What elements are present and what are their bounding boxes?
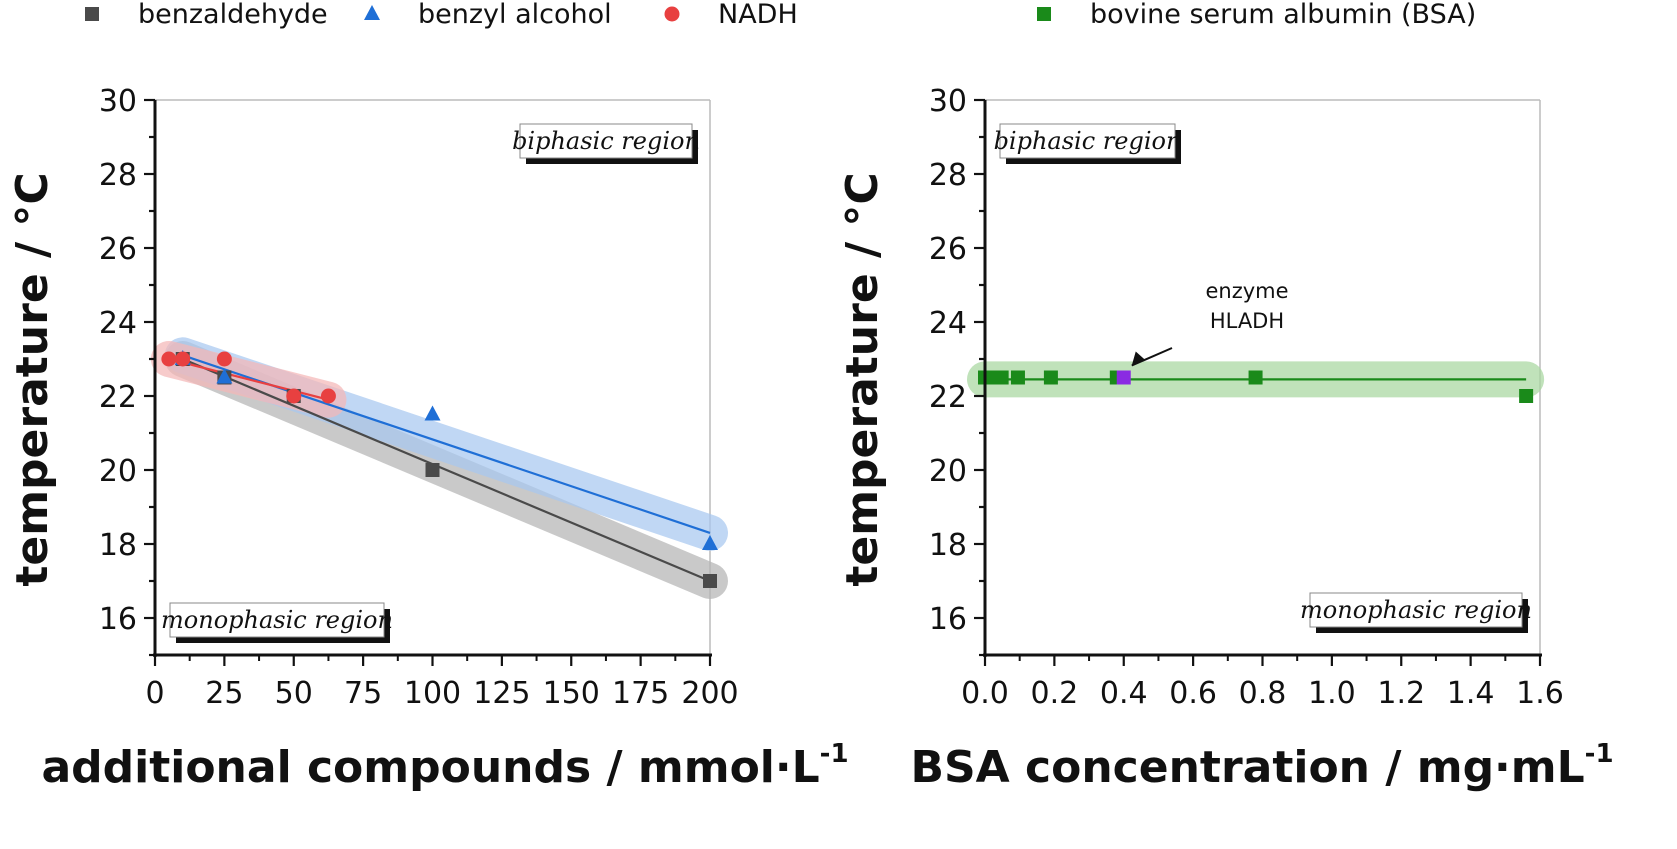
x-tick-label: 0 xyxy=(145,676,164,711)
y-tick-label: 30 xyxy=(99,84,137,119)
x-tick-label: 175 xyxy=(612,676,669,711)
x-tick-label: 125 xyxy=(473,676,530,711)
data-point xyxy=(161,351,177,367)
x-tick-label: 0.0 xyxy=(961,676,1009,711)
y-axis-title: temperature / °C xyxy=(7,172,58,586)
x-tick-label: 1.4 xyxy=(1447,676,1495,711)
data-point xyxy=(286,388,302,404)
x-tick-label: 0.4 xyxy=(1100,676,1148,711)
legend-marker xyxy=(664,6,680,22)
y-tick-label: 16 xyxy=(99,602,137,637)
legend-marker xyxy=(364,5,380,20)
x-tick-label: 0.2 xyxy=(1031,676,1079,711)
x-axis-title-superscript: -1 xyxy=(1585,739,1614,769)
x-tick-label: 1.6 xyxy=(1516,676,1564,711)
data-point xyxy=(702,535,718,550)
legend-label: bovine serum albumin (BSA) xyxy=(1090,0,1476,30)
y-tick-label: 28 xyxy=(99,158,137,193)
legend-label: benzaldehyde xyxy=(138,0,328,30)
data-point xyxy=(320,388,336,404)
x-tick-label: 75 xyxy=(344,676,382,711)
x-tick-label: 0.6 xyxy=(1169,676,1217,711)
x-axis-title-text: additional compounds / mmol·L xyxy=(41,742,819,793)
y-tick-label: 18 xyxy=(929,528,967,563)
y-tick-label: 18 xyxy=(99,528,137,563)
x-tick-label: 150 xyxy=(543,676,600,711)
y-tick-label: 28 xyxy=(929,158,967,193)
data-point xyxy=(216,368,233,384)
data-point xyxy=(1248,370,1263,385)
data-point xyxy=(175,351,191,367)
y-tick-label: 16 xyxy=(929,602,967,637)
data-point xyxy=(1519,389,1534,403)
annotation-arrow-head xyxy=(1131,351,1145,366)
annotation-line-1: enzyme xyxy=(1205,279,1288,303)
region-box xyxy=(1309,592,1523,628)
data-point xyxy=(1010,370,1025,385)
legend-marker xyxy=(1037,7,1051,21)
x-tick-label: 25 xyxy=(205,676,243,711)
legend-marker xyxy=(85,7,99,21)
region-box xyxy=(169,602,385,638)
chart-additional-compounds: 16 18 20 22 24 26 28 30 0 25 50 75 100 125 150 175 200 ad… xyxy=(7,0,849,793)
x-axis-title: BSA concentration / mg·mL-1 xyxy=(910,739,1613,793)
x-tick-label: 200 xyxy=(681,676,738,711)
data-point xyxy=(216,351,232,367)
y-tick-label: 22 xyxy=(99,380,137,415)
region-box xyxy=(999,123,1176,159)
y-tick-label: 20 xyxy=(929,454,967,489)
y-tick-label: 24 xyxy=(99,306,137,341)
x-axis-title-superscript: -1 xyxy=(820,739,849,769)
data-point xyxy=(994,370,1009,385)
x-tick-label: 1.2 xyxy=(1377,676,1425,711)
data-point xyxy=(703,574,717,588)
data-point xyxy=(424,405,441,421)
y-tick-label: 24 xyxy=(929,306,967,341)
chart-bsa-concentration: 16 18 20 22 24 26 28 30 0.0 0.2 0.4 0.6 0.8 1.0 1.2 1.4… xyxy=(837,0,1614,793)
data-point xyxy=(1043,370,1058,385)
y-tick-label: 26 xyxy=(929,232,967,267)
region-label-monophasic: monophasic region xyxy=(161,606,393,634)
region-label-biphasic: biphasic region xyxy=(994,127,1182,155)
legend-label: benzyl alcohol xyxy=(418,0,612,30)
region-box xyxy=(519,123,693,159)
x-axis-title-text: BSA concentration / mg·mL xyxy=(910,742,1584,793)
x-tick-label: 50 xyxy=(275,676,313,711)
highlight-point xyxy=(1116,370,1131,385)
x-axis-title: additional compounds / mmol·L-1 xyxy=(41,739,848,793)
region-label-monophasic: monophasic region xyxy=(1300,596,1532,624)
legend-label: NADH xyxy=(718,0,798,30)
data-point xyxy=(425,463,440,477)
y-tick-label: 22 xyxy=(929,380,967,415)
region-label-biphasic: biphasic region xyxy=(512,127,700,155)
y-tick-label: 30 xyxy=(929,84,967,119)
annotation-arrow-shaft xyxy=(1131,347,1173,367)
fit-line xyxy=(182,357,711,583)
x-tick-label: 1.0 xyxy=(1308,676,1356,711)
x-tick-label: 0.8 xyxy=(1239,676,1287,711)
annotation-line-2: HLADH xyxy=(1210,309,1284,333)
y-tick-label: 20 xyxy=(99,454,137,489)
y-tick-label: 26 xyxy=(99,232,137,267)
fit-line xyxy=(168,357,329,401)
x-tick-label: 100 xyxy=(404,676,461,711)
y-axis-title: temperature / °C xyxy=(837,172,888,586)
